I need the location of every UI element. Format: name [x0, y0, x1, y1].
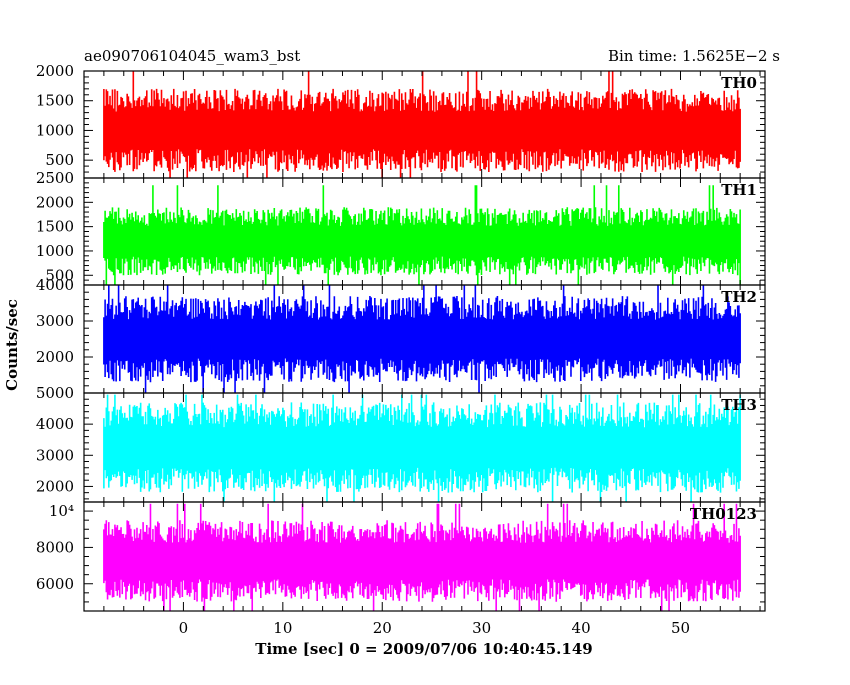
panel-name-label: TH2: [721, 288, 757, 306]
x-tick-label: 50: [671, 619, 690, 637]
y-tick-label: 6000: [36, 575, 74, 593]
x-axis-label: Time [sec] 0 = 2009/07/06 10:40:45.149: [255, 640, 592, 658]
series-th1: [103, 185, 741, 285]
x-tick-label: 20: [373, 619, 392, 637]
y-tick-label: 1000: [36, 242, 74, 260]
x-tick-label: 10: [273, 619, 292, 637]
panel-name-label: TH0123: [690, 505, 757, 523]
series-th0123: [103, 503, 741, 611]
series-th2: [103, 285, 741, 393]
y-tick-label: 500: [45, 151, 74, 169]
y-tick-label: 4000: [36, 415, 74, 433]
panel-th3: 2000 3000 4000 5000 TH3: [36, 384, 766, 503]
y-tick-label: 3000: [36, 312, 74, 330]
y-tick-label: 8000: [36, 538, 74, 556]
panel-th0: 500 1000 1500 2000 TH0: [36, 62, 766, 179]
y-tick-label: 1500: [36, 218, 74, 236]
y-tick-label: 10⁴: [49, 502, 74, 520]
y-tick-label: 3000: [36, 446, 74, 464]
panel-th1: 500 1000 1500 2000 2500 TH1: [36, 169, 766, 286]
plot-title: ae090706104045_wam3_bst: [84, 47, 300, 65]
y-tick-label: 2500: [36, 169, 74, 187]
y-tick-label: 2000: [36, 348, 74, 366]
panel-th0123: 6000 8000 10⁴ TH0123: [36, 501, 766, 612]
y-tick-label: 4000: [36, 276, 74, 294]
y-tick-label: 2000: [36, 62, 74, 80]
series-th0: [103, 71, 741, 178]
y-tick-label: 1500: [36, 92, 74, 110]
panel-th2: 2000 3000 4000 TH2: [36, 276, 766, 394]
y-tick-label: 2000: [36, 477, 74, 495]
bin-time-label: Bin time: 1.5625E−2 s: [608, 47, 780, 65]
y-tick-label: 1000: [36, 121, 74, 139]
panel-name-label: TH3: [721, 396, 757, 414]
y-axis-label: Counts/sec: [3, 299, 21, 391]
y-tick-label: 500: [45, 266, 74, 284]
y-tick-label: 2000: [36, 193, 74, 211]
x-tick-label: 0: [179, 619, 189, 637]
panel-group: 500100015002000TH05001000150020002500TH1…: [36, 62, 766, 637]
x-tick-label: 30: [472, 619, 491, 637]
y-tick-label: 5000: [36, 384, 74, 402]
panel-name-label: TH0: [721, 74, 757, 92]
x-tick-label: 40: [572, 619, 591, 637]
panel-name-label: TH1: [721, 181, 757, 199]
series-th3: [103, 394, 741, 502]
